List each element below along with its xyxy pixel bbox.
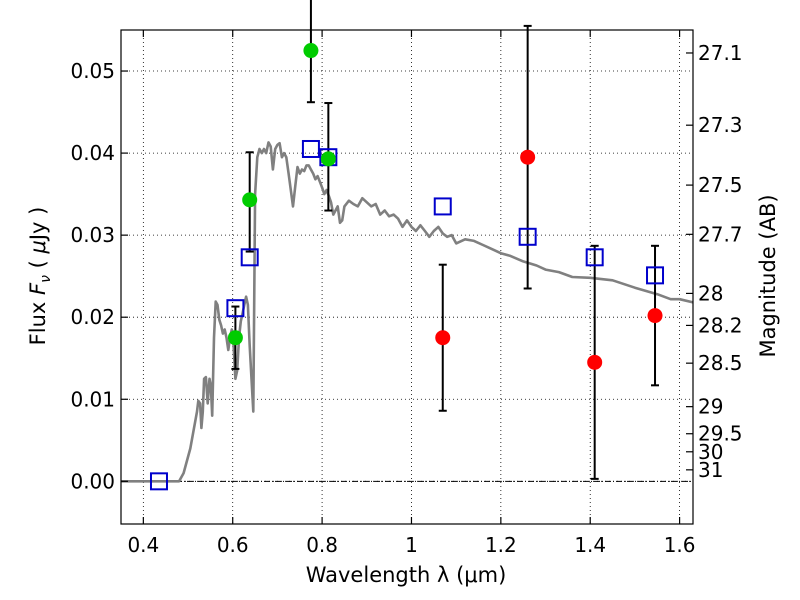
detected-point	[320, 151, 336, 167]
y2-tick-label: 28.5	[698, 351, 743, 375]
detected-point	[242, 192, 258, 208]
model-photometry-point	[585, 248, 604, 267]
y2-tick-label: 28.2	[698, 313, 743, 337]
x-axis-title: Wavelength λ (μm)	[306, 563, 507, 587]
model-photometry-point	[226, 299, 245, 318]
plot-area	[121, 0, 694, 491]
model-photometry-point	[149, 472, 168, 491]
model-photometry-point	[433, 197, 452, 216]
model-photometry-point	[240, 248, 259, 267]
y2-tick-label: 30	[698, 440, 723, 464]
model-photometry-point	[518, 227, 537, 246]
x-tick-label: 0.4	[127, 533, 159, 557]
x-tick-label: 0.6	[217, 533, 249, 557]
y2-tick-label: 27.3	[698, 113, 743, 137]
nondetected-point	[435, 330, 451, 346]
x-tick-label: 1.2	[485, 533, 517, 557]
y-tick-label: 0.03	[70, 223, 115, 247]
y2-tick-label: 27.7	[698, 222, 743, 246]
x-tick-label: 1.6	[664, 533, 696, 557]
detected-point	[227, 330, 243, 346]
y2-tick-label: 28	[698, 281, 723, 305]
y2-tick-label: 31	[698, 458, 723, 482]
tick-labels: 0.4 0.6 0.8 1 1.2 1.4 1.6 0.00 0.01 0.02 0.03 0.04 0…	[70, 41, 742, 557]
y-tick-label: 0.00	[70, 469, 115, 493]
x-tick-label: 0.8	[306, 533, 338, 557]
y2-tick-label: 29	[698, 395, 723, 419]
y2-tick-label: 27.5	[698, 173, 743, 197]
model-photometry-point	[646, 266, 665, 285]
y-axis-title: Flux Fν ( μJy )	[26, 207, 54, 346]
x-tick-label: 1.4	[574, 533, 606, 557]
y2-axis-title: Magnitude (AB)	[756, 194, 780, 357]
plot-frame	[120, 29, 694, 525]
tick-marks	[121, 30, 693, 524]
model-photometry-point	[301, 139, 320, 158]
y2-tick-label: 29.5	[698, 422, 743, 446]
model-sed-line	[121, 141, 694, 483]
nondetected-point	[647, 308, 663, 324]
y-tick-label: 0.04	[70, 141, 115, 165]
y-tick-label: 0.05	[70, 59, 115, 83]
detected-point	[303, 43, 319, 59]
y2-tick-label: 27.1	[698, 41, 743, 65]
nondetected-point	[520, 149, 536, 165]
x-tick-label: 1	[405, 533, 418, 557]
y-tick-label: 0.02	[70, 305, 115, 329]
y-tick-label: 0.01	[70, 387, 115, 411]
nondetected-point	[587, 354, 603, 370]
